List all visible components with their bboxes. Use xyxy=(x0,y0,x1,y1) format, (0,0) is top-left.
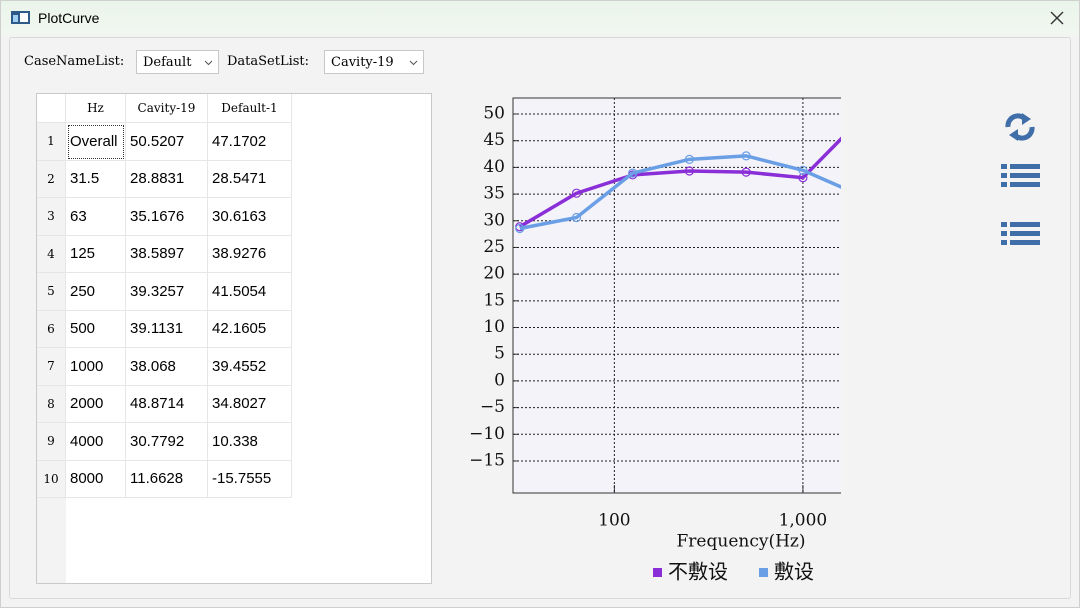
list-icon[interactable] xyxy=(1001,222,1040,245)
list-icon[interactable] xyxy=(1001,164,1040,187)
y-tick-label: −15 xyxy=(469,450,505,470)
point-marker xyxy=(741,167,751,177)
y-tick-label: 25 xyxy=(483,237,505,257)
table-cell: 48.8714 xyxy=(126,385,208,423)
y-tick-label: 10 xyxy=(483,317,505,337)
table-cell: 47.1702 xyxy=(208,123,292,161)
table-cell: 31.5 xyxy=(66,160,126,198)
row-number: 7 xyxy=(37,348,66,386)
table-cell: 39.4552 xyxy=(208,348,292,386)
plot-frame xyxy=(512,97,841,494)
case-dropdown[interactable]: Default xyxy=(136,50,219,74)
corner xyxy=(37,94,66,123)
table-cell: 50.5207 xyxy=(126,123,208,161)
row-number: 3 xyxy=(37,198,66,236)
table-cell: 2000 xyxy=(66,385,126,423)
y-tick-label: 5 xyxy=(494,344,505,364)
y-tick-label: 40 xyxy=(483,157,505,177)
x-tick-label: 100 xyxy=(598,511,630,531)
table-cell: Overall xyxy=(66,123,126,161)
table-cell: 39.1131 xyxy=(126,310,208,348)
legend-label: 不敷设 xyxy=(668,560,728,584)
table-cell: 38.068 xyxy=(126,348,208,386)
table-cell: 8000 xyxy=(66,460,126,498)
table-cell: 10.338 xyxy=(208,423,292,461)
legend-swatch xyxy=(653,568,662,577)
table-cell: 42.1605 xyxy=(208,310,292,348)
content-frame xyxy=(9,37,1071,599)
point-marker xyxy=(571,188,582,198)
table-cell: 30.7792 xyxy=(126,423,208,461)
table-cell: 28.5471 xyxy=(208,160,292,198)
point-marker xyxy=(741,151,751,161)
table-cell: 63 xyxy=(66,198,126,236)
table-cell: 30.6163 xyxy=(208,198,292,236)
dataset-dropdown[interactable]: Cavity-19 xyxy=(324,50,424,74)
y-tick-label: 30 xyxy=(483,210,505,230)
row-number: 5 xyxy=(37,273,66,311)
x-axis-label: Frequency(Hz) xyxy=(677,532,806,552)
y-tick-label: 45 xyxy=(483,130,505,150)
point-marker xyxy=(515,223,525,234)
row-number: 6 xyxy=(37,310,66,348)
title-bar: PlotCurve xyxy=(1,1,1079,35)
point-marker xyxy=(684,166,694,176)
chevron xyxy=(204,60,213,66)
refresh-icon[interactable] xyxy=(1005,113,1035,141)
series-line xyxy=(518,136,841,229)
column-header: Cavity-19 xyxy=(126,94,208,123)
table-cell: 500 xyxy=(66,310,126,348)
table-cell: 11.6628 xyxy=(126,460,208,498)
plot-area xyxy=(513,98,841,493)
table-cell: 35.1676 xyxy=(126,198,208,236)
table-cell: 34.8027 xyxy=(208,385,292,423)
table-cell: 1000 xyxy=(66,348,126,386)
table-cell: 28.8831 xyxy=(126,160,208,198)
table-cell: 250 xyxy=(66,273,126,311)
row-number: 10 xyxy=(37,460,66,498)
row-number: 8 xyxy=(37,385,66,423)
y-tick-label: −5 xyxy=(480,397,505,417)
chart: −15 −10 −5 0 5 10 15 20 25 30 35 40 45 50 100 1,000Freq… xyxy=(469,97,841,584)
y-tick-label: 35 xyxy=(483,184,505,204)
point-marker xyxy=(684,154,694,164)
case-value: Default xyxy=(143,55,192,70)
table-cell: 4000 xyxy=(66,423,126,461)
table-cell: 39.3257 xyxy=(126,273,208,311)
column-header: Hz xyxy=(66,94,126,123)
row-number: 1 xyxy=(37,123,66,161)
x-tick-label: 1,000 xyxy=(779,511,828,531)
y-tick-label: 0 xyxy=(494,370,505,390)
dataset-label: DataSetList: xyxy=(227,54,310,69)
table-cell: 38.9276 xyxy=(208,235,292,273)
point-marker xyxy=(798,165,808,175)
table-cell: -15.7555 xyxy=(208,460,292,498)
y-tick-label: 20 xyxy=(483,264,505,284)
legend-label: 敷设 xyxy=(774,560,814,584)
table-cell: 38.5897 xyxy=(126,235,208,273)
window-title: PlotCurve xyxy=(38,10,100,26)
row-number: 2 xyxy=(37,160,66,198)
column-header: Default-1 xyxy=(208,94,292,123)
row-number: 4 xyxy=(37,235,66,273)
case-label: CaseNameList: xyxy=(24,54,125,69)
close-button[interactable] xyxy=(1049,10,1065,26)
dataset-value: Cavity-19 xyxy=(331,55,394,70)
chevron xyxy=(409,60,418,66)
table-cell: 125 xyxy=(66,235,126,273)
legend-swatch xyxy=(759,568,768,577)
table-cell: 41.5054 xyxy=(208,273,292,311)
side-icons xyxy=(1001,113,1040,245)
y-tick-label: −10 xyxy=(469,424,505,444)
y-tick-label: 50 xyxy=(483,104,505,124)
data-table: Hz Cavity-19 Default-1 1 Overall 50.5207 47.17… xyxy=(36,93,432,584)
point-marker xyxy=(628,168,638,178)
row-number: 9 xyxy=(37,423,66,461)
series-line xyxy=(519,154,841,231)
app-icon xyxy=(11,11,30,24)
point-marker xyxy=(571,212,582,223)
y-tick-label: 15 xyxy=(483,290,505,310)
